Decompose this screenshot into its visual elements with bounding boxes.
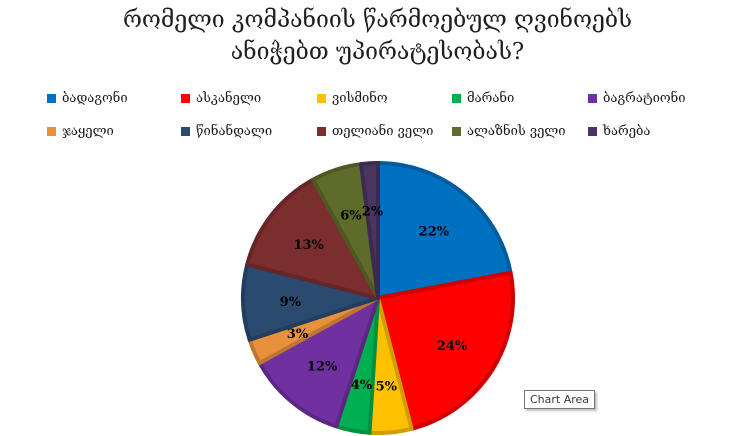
legend-label: ბაგრატიონი	[603, 90, 686, 106]
legend-item: ბადაგონი	[47, 88, 128, 108]
legend-label: ასკანელი	[196, 90, 262, 106]
legend-label: ჯაყელი	[62, 123, 114, 139]
legend-item: ასკანელი	[181, 88, 261, 108]
legend-item: ალაზნის ველი	[452, 121, 566, 141]
chart-area-tooltip: Chart Area	[524, 390, 596, 409]
pie-slice	[376, 270, 515, 431]
legend-label: ხარება	[603, 123, 651, 139]
legend-swatch	[317, 93, 326, 103]
slice-data-label: 2%	[362, 204, 384, 219]
slice-data-label: 3%	[287, 327, 309, 342]
legend-swatch	[588, 126, 597, 136]
legend-swatch	[47, 93, 56, 103]
legend-swatch	[452, 126, 461, 136]
legend-label: ვისმინო	[332, 90, 388, 106]
slice-data-label: 13%	[293, 238, 324, 253]
legend-label: ალაზნის ველი	[467, 123, 566, 139]
slice-data-label: 12%	[307, 360, 338, 375]
chart-title-line-1: რომელი კომპანიის წარმოებულ ღვინოებს	[122, 7, 633, 33]
legend-label: წინანდალი	[196, 123, 273, 139]
legend-swatch	[588, 93, 597, 103]
legend-label: ბადაგონი	[62, 90, 128, 106]
legend-item: ჯაყელი	[47, 121, 114, 141]
pie-slice	[359, 160, 380, 300]
slice-data-label: 6%	[340, 209, 362, 224]
legend-item: მარანი	[452, 88, 514, 108]
pie-slice	[376, 161, 513, 300]
legend-swatch	[452, 93, 461, 103]
chart-title-line-2: ანიჭებთ უპირატესობას?	[230, 39, 525, 65]
legend-item: ბაგრატიონი	[588, 88, 685, 108]
slice-data-label: 4%	[351, 378, 373, 393]
slice-data-label: 5%	[376, 379, 398, 394]
legend-label: მარანი	[467, 90, 515, 106]
legend-item: წინანდალი	[181, 121, 272, 141]
pie-slice	[245, 177, 380, 300]
slice-data-label: 22%	[419, 224, 450, 239]
legend-item: ვისმინო	[317, 88, 388, 108]
legend-swatch	[181, 126, 190, 136]
legend-swatch	[47, 126, 56, 136]
slice-data-label: 24%	[437, 339, 468, 354]
legend-swatch	[317, 126, 326, 136]
legend-item: თელიანი ველი	[317, 121, 433, 141]
legend-item: ხარება	[588, 121, 650, 141]
legend-label: თელიანი ველი	[332, 123, 434, 139]
slice-data-label: 9%	[280, 295, 302, 310]
legend-swatch	[181, 93, 190, 103]
pie-slice	[257, 296, 380, 429]
